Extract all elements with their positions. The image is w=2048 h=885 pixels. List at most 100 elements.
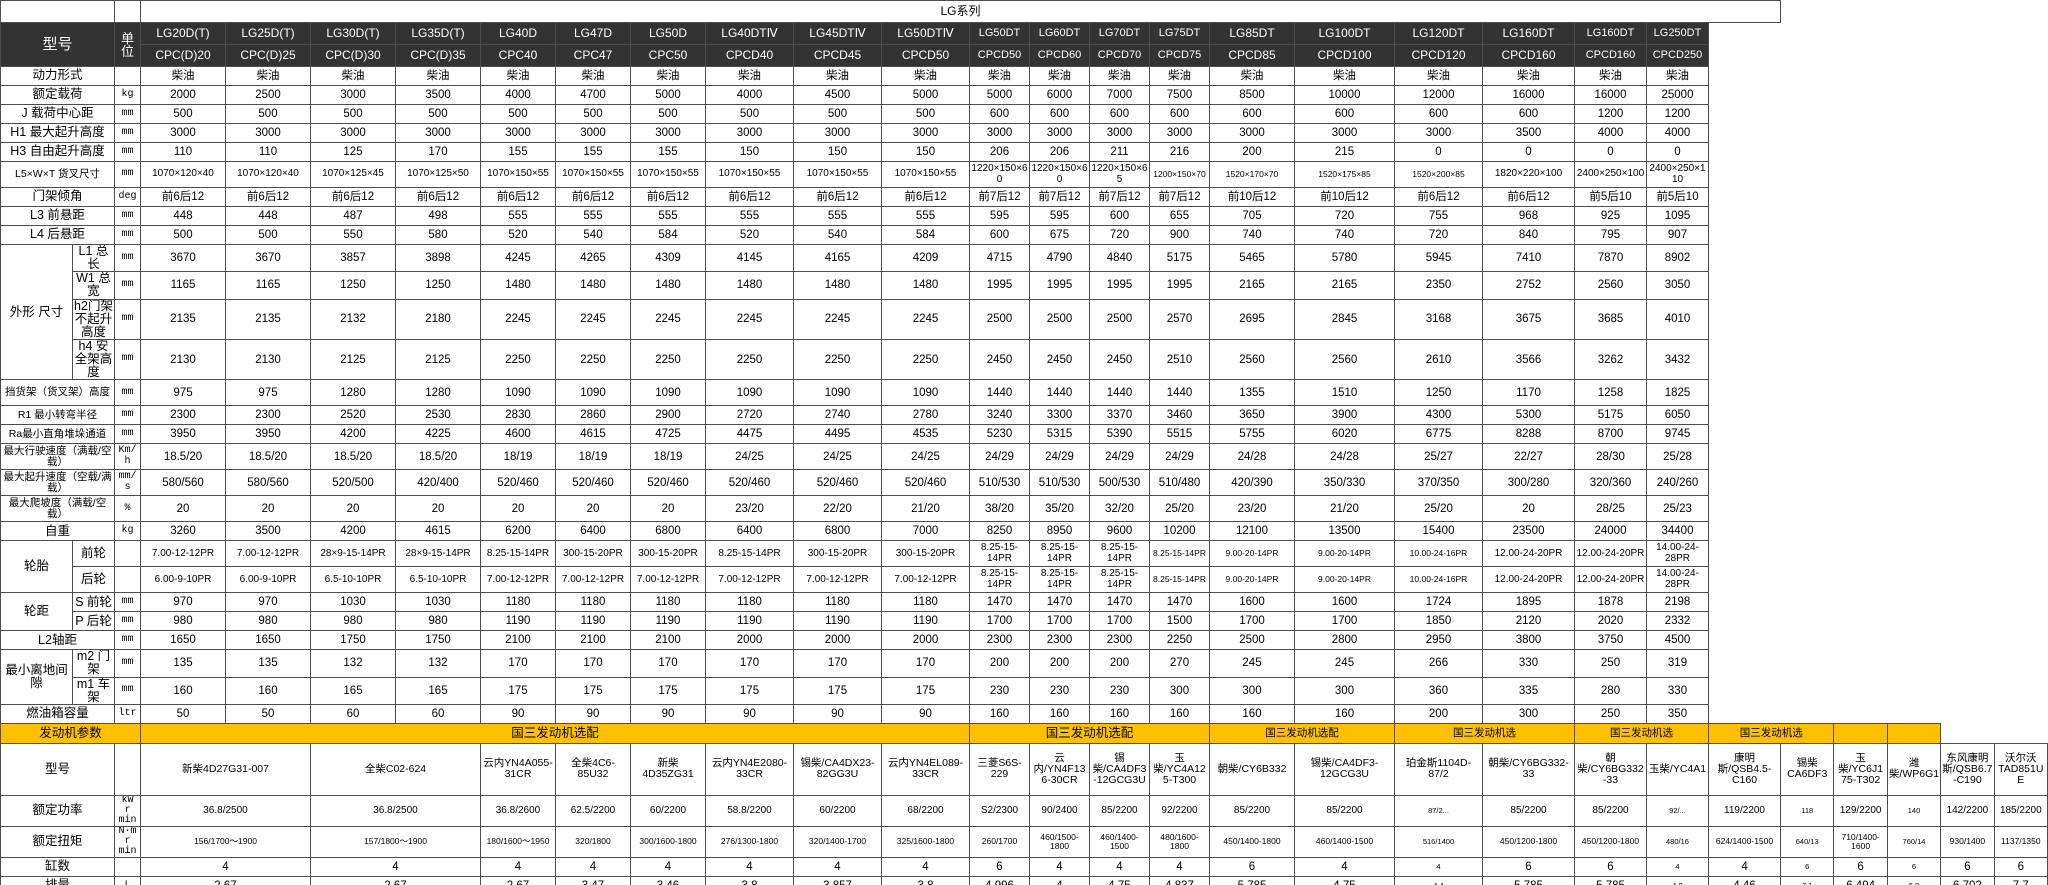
engine-torque-cell: 516/1400 bbox=[1394, 825, 1483, 858]
engine-cylinders-cell: 4 bbox=[881, 856, 970, 877]
spec-cell: 15400 bbox=[1394, 521, 1483, 542]
spec-cell: 2020 bbox=[1574, 611, 1647, 632]
spec-cell: 6800 bbox=[793, 521, 882, 542]
spec-cell: 1724 bbox=[1394, 592, 1483, 613]
spec-row-label: R1 最小转弯半径 bbox=[0, 405, 115, 426]
spec-cell: 前6后12 bbox=[480, 187, 556, 207]
engine-torque-cell: 320/1800 bbox=[555, 825, 631, 858]
spec-cell: 前6后12 bbox=[555, 187, 631, 207]
spec-cell: 14.00-24-28PR bbox=[1646, 566, 1709, 594]
spec-cell: 柴油 bbox=[395, 66, 481, 86]
spec-row-label: L5×W×T 货叉尺寸 bbox=[0, 161, 115, 188]
spec-cell: 0 bbox=[1394, 142, 1483, 162]
spec-cell: 5000 bbox=[969, 85, 1030, 105]
spec-cell: 175 bbox=[555, 676, 631, 705]
engine-cylinders-cell: 6 bbox=[1940, 856, 1995, 877]
spec-row: 后轮 6.00-9-10PR 6.00-9-10PR 6.5-10-10PR 6.5-1… bbox=[1, 566, 2048, 594]
engine-power-cell: 60/2200 bbox=[793, 794, 882, 827]
spec-cell: 230 bbox=[1089, 676, 1150, 705]
spec-cell: 3432 bbox=[1646, 338, 1709, 381]
spec-cell: 2245 bbox=[630, 298, 706, 340]
spec-cell: 540 bbox=[793, 225, 882, 245]
engine-option-band-5: 国三发动机选 bbox=[1707, 722, 1835, 744]
engine-power-cell: 92/... bbox=[1646, 794, 1709, 827]
header-code-6: CPC50 bbox=[630, 44, 706, 67]
spec-cell: 600 bbox=[1089, 206, 1150, 226]
spec-cell: 600 bbox=[1209, 104, 1295, 124]
engine-torque-cell: 450/1400-1800 bbox=[1209, 825, 1295, 858]
spec-cell: 1440 bbox=[1029, 379, 1090, 407]
spec-cell: 12000 bbox=[1394, 85, 1483, 105]
spec-cell: 370/350 bbox=[1394, 469, 1483, 497]
engine-torque-cell: 156/1700～1900 bbox=[140, 825, 311, 858]
engine-torque-label: 额定扭矩 bbox=[0, 825, 115, 858]
spec-cell: 170 bbox=[555, 649, 631, 678]
spec-row-label: H1 最大起升高度 bbox=[0, 123, 115, 143]
spec-row: 外形 尺寸 L1 总长 mm 3670 3670 3857 3898 4245 4265 4309… bbox=[0, 243, 2048, 381]
spec-cell: 28/30 bbox=[1574, 443, 1647, 471]
engine-model-cell: 朝柴/CY6BG332-33 bbox=[1574, 742, 1647, 796]
spec-cell: 3000 bbox=[480, 123, 556, 143]
spec-cell: 600 bbox=[1294, 104, 1395, 124]
engine-power-row: 额定功率 kW r min 36.8/2500 36.8/2500 36.8/2600 62.… bbox=[0, 794, 2048, 827]
spec-cell: 3000 bbox=[793, 123, 882, 143]
engine-power-cell: 185/2200 bbox=[1993, 794, 2048, 827]
spec-cell: 2250 bbox=[1149, 630, 1210, 651]
spec-row: P 后轮 mm 980 980 980 980 1190 1190 1190 1190 1190 11… bbox=[1, 611, 2048, 632]
spec-cell: 300-15-20PR bbox=[793, 540, 882, 568]
engine-displacement-cell: 7.7 bbox=[1993, 875, 2048, 885]
spec-cell: 3000 bbox=[1089, 123, 1150, 143]
header-unit-label: 单位 bbox=[114, 22, 141, 67]
spec-cell: 2250 bbox=[630, 338, 706, 381]
engine-displacement-cell: 4.996 bbox=[969, 875, 1030, 885]
spec-cell: 2132 bbox=[310, 298, 396, 340]
spec-cell: 20 bbox=[140, 495, 226, 523]
spec-cell: 2560 bbox=[1574, 271, 1647, 300]
spec-cell: 2165 bbox=[1209, 271, 1295, 300]
spec-cell: 3050 bbox=[1646, 271, 1709, 300]
header-code-2: CPC(D)30 bbox=[310, 44, 396, 67]
spec-cell: 18.5/20 bbox=[310, 443, 396, 471]
spec-cell: 3000 bbox=[1294, 123, 1395, 143]
spec-cell: 300/280 bbox=[1482, 469, 1575, 497]
spec-cell: 510/530 bbox=[969, 469, 1030, 497]
spec-cell: 200 bbox=[1029, 649, 1090, 678]
header-model-3: LG35D(T) bbox=[395, 22, 481, 45]
spec-cell: 1700 bbox=[1089, 611, 1150, 632]
spec-cell: 150 bbox=[705, 142, 794, 162]
spec-cell: 230 bbox=[1029, 676, 1090, 705]
spec-row-label: h2门架不起升高度 bbox=[72, 298, 115, 340]
spec-cell: 25/27 bbox=[1394, 443, 1483, 471]
spec-row-unit: mm bbox=[114, 271, 141, 300]
spec-cell: 24/29 bbox=[1029, 443, 1090, 471]
spec-cell: 215 bbox=[1294, 142, 1395, 162]
spec-cell: 2300 bbox=[225, 405, 311, 426]
spec-cell: 90 bbox=[881, 703, 970, 724]
spec-cell: 3750 bbox=[1574, 630, 1647, 651]
engine-torque-cell: 450/1200-1800 bbox=[1482, 825, 1575, 858]
spec-cell: 18.5/20 bbox=[395, 443, 481, 471]
engine-power-cell: 85/2200 bbox=[1294, 794, 1395, 827]
spec-cell: 4600 bbox=[480, 424, 556, 445]
engine-displacement-cell: 6.494 bbox=[1833, 875, 1888, 885]
engine-torque-cell: 460/1400-1500 bbox=[1089, 825, 1150, 858]
spec-group-label-clearance: 最小离地间隙 bbox=[0, 649, 73, 705]
spec-cell: 柴油 bbox=[1394, 66, 1483, 86]
spec-cell: 90 bbox=[705, 703, 794, 724]
header-code-19: CPCD250 bbox=[1646, 44, 1709, 67]
spec-cell: 2000 bbox=[705, 630, 794, 651]
spec-cell: 500 bbox=[225, 104, 311, 124]
spec-cell: 1070×150×55 bbox=[881, 161, 970, 188]
spec-cell: 5175 bbox=[1149, 243, 1210, 273]
engine-power-cell: 90/2400 bbox=[1029, 794, 1090, 827]
spec-cell: 1095 bbox=[1646, 206, 1709, 226]
spec-cell: 3000 bbox=[969, 123, 1030, 143]
spec-cell: 2510 bbox=[1149, 338, 1210, 381]
spec-row: J 载荷中心距 mm 500 500 500 500 500 500 500 500 500 500 6… bbox=[0, 104, 2048, 124]
spec-row: 最大爬坡度（满载/空载）% 20 20 20 20 20 20 20 23/20 22/20 21/… bbox=[0, 495, 2048, 523]
series-title: LG系列 bbox=[139, 0, 1782, 23]
spec-cell: 1190 bbox=[555, 611, 631, 632]
engine-power-cell: 129/2200 bbox=[1833, 794, 1888, 827]
spec-cell: 1190 bbox=[630, 611, 706, 632]
